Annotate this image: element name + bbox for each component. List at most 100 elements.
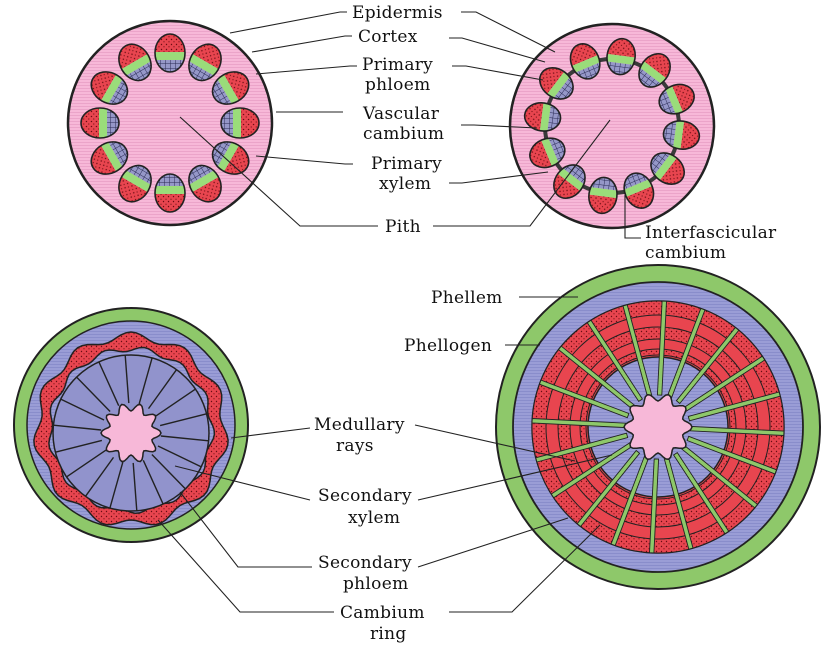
label-cambium-ring-line1: Cambium [340, 603, 425, 623]
vascular-bundles-b [522, 36, 702, 216]
label-interfascicular-line1: Interfascicular [645, 223, 777, 243]
medullary-ray [98, 361, 120, 406]
b-cambium-band [665, 85, 683, 115]
label-secondary-phloem-line1: Secondary [318, 553, 412, 573]
b-bundle [547, 158, 592, 205]
b-cambium-band [539, 102, 552, 132]
medullary-ray [649, 458, 660, 554]
medullary-ray [159, 413, 207, 427]
early-secondary-growth-section [13, 307, 249, 543]
label-secondary-xylem-line2: xylem [348, 508, 400, 528]
a-phloem [81, 108, 100, 138]
b-bundle [565, 39, 605, 84]
medullary-ray [576, 449, 641, 528]
medullary-ray [675, 326, 740, 405]
b-cambium-band [672, 120, 685, 150]
b-cambium-band [588, 186, 618, 199]
b-cambium-band [606, 53, 636, 66]
medullary-ray [53, 424, 102, 431]
primary-stem-section [66, 19, 274, 227]
medullary-ray [151, 454, 186, 490]
medullary-ray [656, 300, 667, 396]
a-bundle [154, 173, 186, 213]
label-primary-phloem-line1: Primary [362, 55, 433, 75]
medullary-ray [538, 379, 630, 419]
a-cambium-band [121, 170, 152, 192]
label-cambium-ring-line2: ring [370, 624, 407, 644]
a-cambium-band [121, 54, 152, 76]
b-bundle [632, 47, 677, 94]
cambium-formation-section [508, 22, 716, 230]
b-cambium-band [557, 167, 585, 191]
a-phloem [240, 108, 259, 138]
medullary-ray [586, 319, 644, 403]
xylem-growth-band [531, 300, 785, 554]
medullary-ray [84, 456, 115, 497]
b-cambium-band [547, 71, 571, 99]
medullary-ray [60, 398, 105, 421]
a-phloem [155, 34, 185, 53]
medullary-ray [109, 461, 124, 509]
a-cambium-band [155, 185, 185, 194]
pith-c [100, 403, 162, 463]
label-primary-xylem-line1: Primary [371, 154, 442, 174]
a-phloem [155, 193, 185, 212]
b-bundle [525, 133, 570, 173]
b-bundle [604, 36, 638, 77]
a-cambium-band [232, 108, 241, 138]
a-bundle [154, 33, 186, 73]
medullary-ray [124, 355, 130, 404]
label-phellogen: Phellogen [404, 336, 492, 356]
medullary-ray [155, 388, 196, 417]
label-cortex: Cortex [358, 27, 418, 47]
a-cambium-band [99, 108, 108, 138]
label-medullary-rays-line1: Medullary [314, 415, 405, 435]
b-cambium-band [571, 55, 601, 73]
a-bundle [80, 107, 120, 139]
medullary-ray [157, 445, 202, 468]
label-primary-xylem-line2: xylem [379, 174, 431, 194]
medullary-ray [535, 432, 629, 463]
a-bundle [220, 107, 260, 139]
medullary-ray [147, 369, 178, 410]
medullary-ray [138, 357, 153, 405]
b-cambium-band [541, 137, 559, 167]
a-xylem [155, 60, 185, 72]
label-secondary-xylem-line1: Secondary [318, 486, 412, 506]
mature-stem-section [495, 264, 821, 590]
a-cambium-band [188, 54, 219, 76]
b-cambium-band [623, 179, 653, 197]
medullary-rays-c [53, 355, 209, 511]
label-secondary-phloem-line2: phloem [343, 574, 408, 594]
label-pith: Pith [385, 217, 421, 237]
label-epidermis: Epidermis [352, 3, 443, 23]
b-cambium-band [653, 153, 677, 181]
medullary-ray [160, 435, 209, 442]
label-vascular-cambium-line2: cambium [363, 124, 444, 144]
medullary-ray [66, 449, 107, 478]
b-cambium-band [639, 61, 667, 85]
a-cambium-band [155, 52, 185, 61]
secondary-phloem-c [33, 331, 229, 526]
medullary-ray [687, 391, 781, 422]
a-cambium-band [188, 170, 219, 192]
a-xylem [155, 174, 185, 186]
label-phellem: Phellem [431, 288, 503, 308]
medullary-ray [142, 460, 164, 505]
medullary-ray [686, 435, 778, 475]
labels: Epidermis Cortex Primary phloem Vascular… [314, 3, 777, 644]
label-vascular-cambium-line1: Vascular [362, 104, 440, 124]
b-bundle [644, 146, 691, 191]
epidermis-ring [66, 19, 274, 227]
label-primary-phloem-line2: phloem [365, 75, 430, 95]
medullary-ray [55, 439, 103, 453]
medullary-ray [76, 376, 111, 412]
pith-d [623, 393, 693, 461]
b-bundle [533, 61, 580, 106]
a-cambium-band [217, 141, 239, 172]
a-cambium-band [101, 74, 123, 105]
label-medullary-rays-line2: rays [336, 436, 374, 456]
leader-lines [157, 11, 641, 613]
label-interfascicular-line2: cambium [645, 243, 726, 263]
